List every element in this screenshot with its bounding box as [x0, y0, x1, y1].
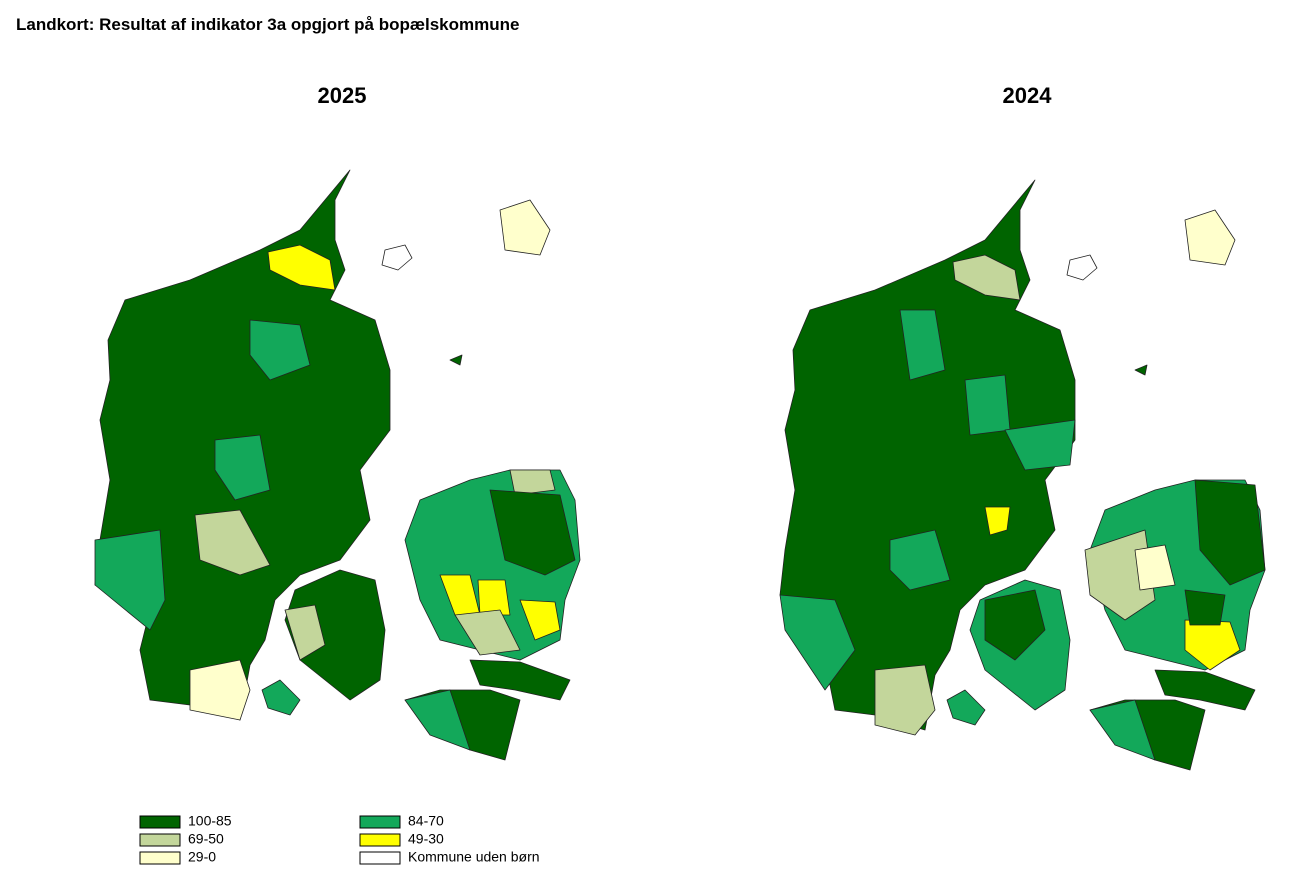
municipality: [509, 469, 556, 496]
legend-label: 69-50: [188, 831, 224, 847]
municipality: [284, 604, 326, 661]
legend-swatch: [139, 815, 181, 829]
municipality: [1089, 699, 1156, 761]
legend-label: 29-0: [188, 849, 216, 865]
island: [1134, 364, 1148, 376]
municipality: [519, 599, 561, 641]
legend-label: 84-70: [408, 813, 444, 829]
municipality: [489, 489, 576, 576]
map-title: 2025: [318, 83, 367, 108]
municipality: [249, 319, 311, 381]
municipality: [899, 309, 946, 381]
municipality: [469, 659, 571, 701]
municipality: [1184, 209, 1236, 266]
page-title: Landkort: Resultat af indikator 3a opgjo…: [16, 15, 519, 34]
municipality: [477, 579, 511, 616]
municipality: [874, 664, 936, 736]
municipality: [1004, 419, 1076, 471]
municipality: [1134, 544, 1176, 591]
legend-label: 100-85: [188, 813, 232, 829]
municipality: [984, 589, 1046, 661]
municipality: [1184, 619, 1241, 671]
legend-label: Kommune uden børn: [408, 849, 540, 865]
map-title: 2024: [1003, 83, 1053, 108]
municipality: [1194, 479, 1266, 586]
municipality: [1154, 669, 1256, 711]
island: [449, 354, 463, 366]
municipality: [889, 529, 951, 591]
island: [1066, 254, 1098, 281]
municipality: [267, 244, 336, 291]
legend-label: 49-30: [408, 831, 444, 847]
municipality: [1184, 589, 1226, 626]
legend: 100-85 84-70 69-50 49-30 29-0 Kommune uden bø…: [139, 813, 540, 865]
legend-swatch: [359, 851, 401, 865]
municipality: [189, 659, 251, 721]
map: 2025: [94, 83, 581, 761]
municipality: [964, 374, 1011, 436]
municipality: [499, 199, 551, 256]
maps: 2025 2024: [94, 83, 1266, 771]
legend-swatch: [139, 833, 181, 847]
municipality: [404, 689, 471, 751]
municipality: [454, 609, 521, 656]
legend-swatch: [359, 815, 401, 829]
municipality: [284, 569, 386, 701]
legend-swatch: [359, 833, 401, 847]
municipality: [946, 689, 986, 726]
map: 2024: [779, 83, 1266, 771]
municipality: [261, 679, 301, 716]
municipality: [94, 529, 166, 631]
municipality: [779, 594, 856, 691]
municipality: [984, 506, 1011, 536]
legend-swatch: [139, 851, 181, 865]
municipality: [194, 509, 271, 576]
municipality: [952, 254, 1021, 301]
municipality: [214, 434, 271, 501]
island: [381, 244, 413, 271]
